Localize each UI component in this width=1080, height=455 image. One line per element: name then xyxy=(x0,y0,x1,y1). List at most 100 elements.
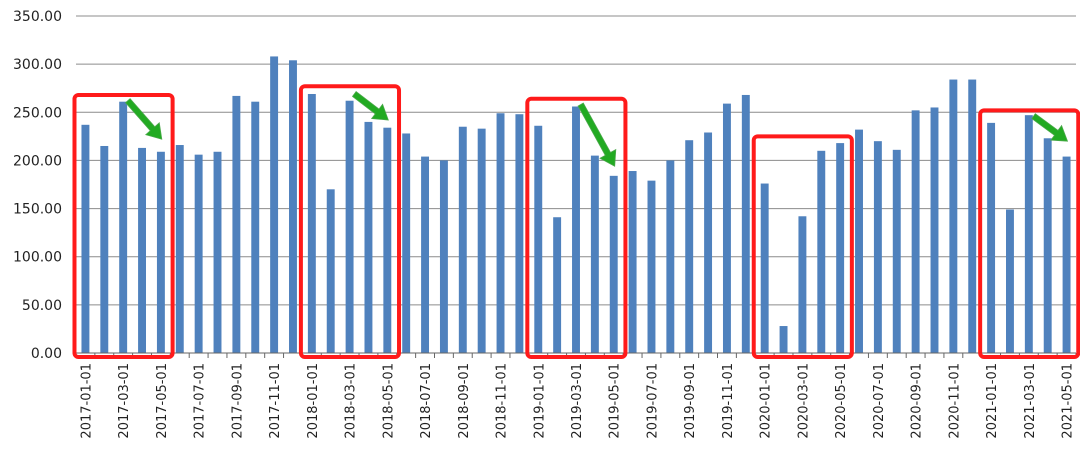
trend-arrow xyxy=(1031,113,1069,142)
bar xyxy=(1024,115,1033,353)
trend-arrow xyxy=(577,102,617,167)
x-tick-label: 2018-11-01 xyxy=(495,363,510,439)
x-tick-label: 2017-01-01 xyxy=(79,363,94,439)
bar xyxy=(704,132,713,353)
bar xyxy=(1043,138,1052,353)
x-tick-label: 2020-03-01 xyxy=(796,363,811,439)
bar xyxy=(307,93,316,354)
trend-arrow xyxy=(351,91,389,121)
y-tick-label: 200.00 xyxy=(13,153,62,169)
bar xyxy=(232,95,241,353)
bar xyxy=(439,160,448,353)
bar xyxy=(968,79,977,353)
x-tick-label: 2017-11-01 xyxy=(268,363,283,439)
x-tick-label: 2017-07-01 xyxy=(193,363,208,439)
bar xyxy=(289,60,297,353)
bar xyxy=(722,103,731,354)
x-tick-label: 2019-01-01 xyxy=(532,363,547,439)
x-tick-label: 2019-11-01 xyxy=(721,363,736,439)
bar xyxy=(685,140,694,353)
highlight-box xyxy=(751,134,854,359)
x-tick-label: 2021-05-01 xyxy=(1061,363,1076,439)
x-tick-label: 2021-01-01 xyxy=(985,363,1000,439)
bar xyxy=(251,101,260,354)
bar-series xyxy=(81,56,1071,354)
annotations xyxy=(72,84,1080,359)
y-tick-label: 250.00 xyxy=(13,105,62,121)
bar xyxy=(138,147,146,353)
bar xyxy=(458,126,467,353)
highlight-box xyxy=(72,92,175,359)
trend-arrow xyxy=(125,98,163,140)
bar xyxy=(1062,156,1071,353)
bar xyxy=(364,121,373,354)
bar xyxy=(628,171,637,353)
bar xyxy=(949,79,958,353)
x-tick-label: 2019-07-01 xyxy=(645,363,660,439)
x-tick-label: 2019-05-01 xyxy=(608,363,623,439)
bar xyxy=(798,216,807,353)
x-tick-label: 2021-03-01 xyxy=(1023,363,1038,439)
bar xyxy=(930,107,939,353)
bar xyxy=(345,100,354,353)
bar xyxy=(760,183,769,353)
x-tick-label: 2019-09-01 xyxy=(683,363,698,439)
x-tick-label: 2018-05-01 xyxy=(381,363,396,439)
highlight-box xyxy=(525,96,628,359)
x-tick-label: 2019-03-01 xyxy=(570,363,585,439)
bar xyxy=(987,122,996,354)
bar xyxy=(81,124,90,353)
x-tick-label: 2017-05-01 xyxy=(155,363,170,439)
x-tick-label: 2020-05-01 xyxy=(834,363,849,439)
bar xyxy=(873,141,882,353)
bar xyxy=(477,128,486,353)
x-tick-label: 2020-07-01 xyxy=(872,363,887,439)
y-tick-label: 100.00 xyxy=(13,250,62,266)
bar xyxy=(590,155,599,353)
bar xyxy=(572,106,580,353)
x-tick-label: 2020-09-01 xyxy=(910,363,925,439)
bar xyxy=(496,113,505,354)
bar xyxy=(647,180,656,353)
y-tick-label: 150.00 xyxy=(13,202,62,218)
bar xyxy=(270,56,279,353)
bar xyxy=(326,189,335,353)
x-tick-label: 2018-03-01 xyxy=(344,363,359,439)
bar xyxy=(666,160,675,353)
x-tick-label: 2017-09-01 xyxy=(230,363,245,439)
bar xyxy=(421,156,430,353)
x-tick-label: 2020-01-01 xyxy=(759,363,774,439)
bar xyxy=(855,129,863,353)
bar xyxy=(100,145,109,353)
bar xyxy=(911,110,920,353)
x-tick-label: 2020-11-01 xyxy=(947,363,962,439)
bar xyxy=(836,143,845,353)
bar xyxy=(609,175,618,353)
bar xyxy=(515,114,524,353)
y-tick-label: 350.00 xyxy=(13,9,62,25)
bar xyxy=(1006,209,1014,353)
bar xyxy=(383,127,392,353)
bar xyxy=(779,326,788,353)
bar xyxy=(119,101,128,354)
highlight-box xyxy=(298,84,402,359)
bar xyxy=(402,133,411,353)
bar xyxy=(175,145,184,353)
x-tick-label: 2018-07-01 xyxy=(419,363,434,439)
bar xyxy=(892,149,901,353)
bar xyxy=(817,150,826,353)
y-tick-label: 300.00 xyxy=(13,57,62,73)
bar xyxy=(741,94,750,353)
x-tick-label: 2018-01-01 xyxy=(306,363,321,439)
x-tick-label: 2018-09-01 xyxy=(457,363,472,439)
y-axis-tick-labels: 0.00 50.00 100.00 150.00 200.00 250.00 300.00 3… xyxy=(13,9,62,362)
x-tick-label: 2017-03-01 xyxy=(117,363,132,439)
x-axis-tick-labels: 2017-01-01 2017-03-01 2017-05-01 2017-07-01… xyxy=(79,363,1075,439)
y-tick-label: 0.00 xyxy=(31,346,62,362)
highlight-box xyxy=(978,108,1080,359)
y-tick-label: 50.00 xyxy=(22,298,62,314)
bar xyxy=(553,217,562,353)
bar xyxy=(156,151,165,353)
bar xyxy=(213,151,222,353)
